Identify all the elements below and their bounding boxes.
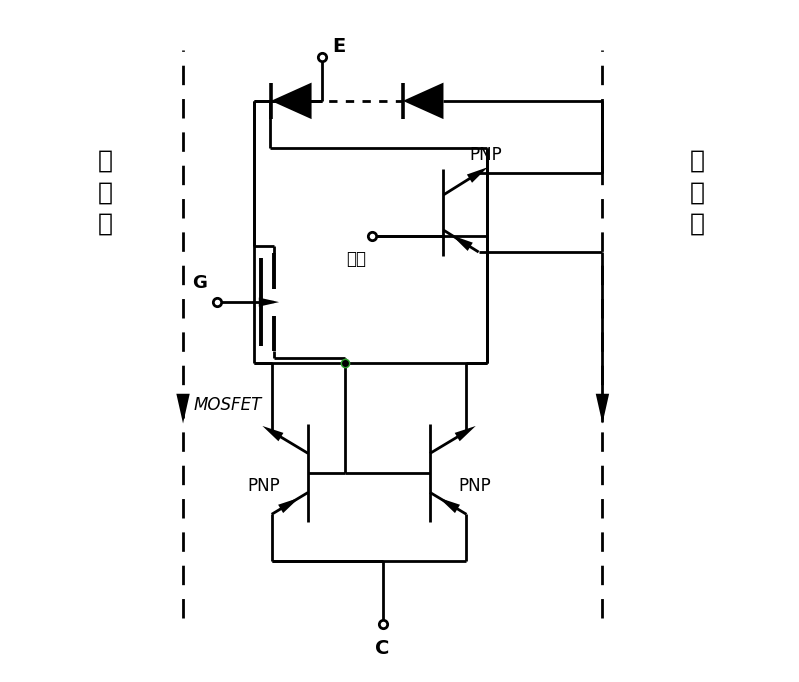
Text: PNP: PNP [470, 146, 503, 164]
Polygon shape [439, 498, 460, 513]
Text: 浮空: 浮空 [346, 250, 366, 267]
Polygon shape [455, 426, 475, 441]
Text: 新
通
路: 新 通 路 [690, 149, 705, 236]
Text: E: E [332, 38, 345, 56]
Polygon shape [467, 167, 488, 183]
Polygon shape [596, 394, 609, 424]
Text: PNP: PNP [458, 477, 491, 495]
Text: MOSFET: MOSFET [193, 396, 261, 414]
Polygon shape [259, 297, 279, 307]
Text: PNP: PNP [248, 477, 280, 495]
Polygon shape [177, 394, 189, 424]
Polygon shape [403, 83, 443, 119]
Text: 原
通
路: 原 通 路 [97, 149, 113, 236]
Polygon shape [278, 498, 299, 513]
Polygon shape [262, 426, 284, 441]
Polygon shape [452, 235, 473, 251]
Text: G: G [192, 274, 207, 292]
Text: C: C [376, 638, 390, 657]
Polygon shape [271, 83, 312, 119]
